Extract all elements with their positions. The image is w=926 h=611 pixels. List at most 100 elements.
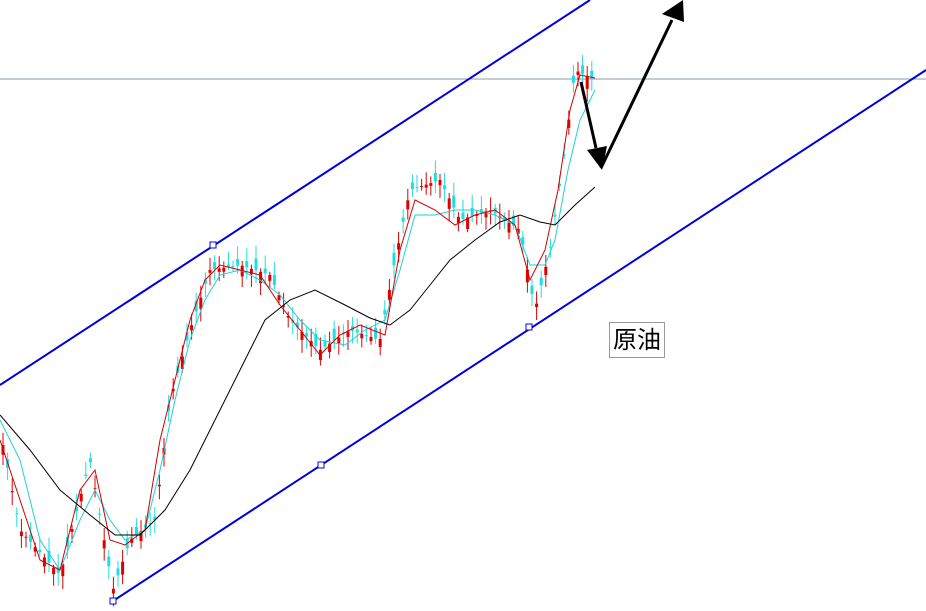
- candle-body: [295, 322, 299, 328]
- arrowhead: [662, 0, 684, 22]
- candle-body: [530, 285, 534, 294]
- candle-body: [52, 567, 56, 575]
- channel-upper: [0, 0, 591, 386]
- candle-body: [346, 331, 350, 338]
- candle-body: [130, 538, 134, 543]
- candle-body: [590, 70, 594, 79]
- candle-body: [88, 458, 92, 463]
- candle-body: [466, 217, 470, 230]
- candle-body: [245, 261, 249, 268]
- candle-body: [300, 332, 304, 340]
- candle-body: [447, 198, 451, 209]
- candle-body: [525, 269, 529, 283]
- candle-body: [355, 329, 359, 333]
- candle-body: [364, 335, 368, 337]
- candle-body: [553, 214, 557, 217]
- candle-body: [410, 182, 414, 190]
- candle-body: [438, 180, 442, 186]
- candle-body: [286, 315, 290, 318]
- ma-mid: [0, 74, 596, 571]
- candle-body: [392, 252, 396, 266]
- candle-body: [305, 333, 309, 337]
- candle-body: [24, 536, 28, 538]
- candle-body: [231, 266, 235, 268]
- candle-body: [585, 76, 589, 89]
- ma-fast: [0, 89, 596, 572]
- candle-body: [337, 337, 341, 344]
- candle-body: [107, 556, 111, 567]
- candle-body: [134, 527, 138, 535]
- candle-body: [277, 295, 281, 301]
- candle-body: [47, 550, 51, 563]
- candle-body: [19, 531, 23, 537]
- candle-body: [328, 343, 332, 352]
- candle-body: [249, 268, 253, 275]
- candle-body: [70, 529, 74, 532]
- candle-body: [190, 325, 194, 331]
- candle-body: [79, 493, 83, 502]
- candle-body: [507, 222, 511, 233]
- candle-body: [383, 309, 387, 315]
- candle-body: [544, 266, 548, 276]
- anchor-point[interactable]: [109, 597, 117, 605]
- candle-body: [75, 506, 79, 512]
- candle-body: [571, 75, 575, 83]
- candle-body: [397, 243, 401, 250]
- candle-body: [406, 200, 410, 210]
- candle-body: [567, 119, 571, 128]
- candle-body: [84, 474, 88, 477]
- candle-body: [121, 561, 125, 575]
- candle-body: [93, 488, 97, 490]
- candle-body: [415, 186, 419, 188]
- candle-body: [420, 186, 424, 188]
- candle-body: [56, 566, 60, 573]
- candle-body: [203, 279, 207, 284]
- candle-body: [433, 172, 437, 182]
- candle-body: [61, 564, 65, 577]
- candle-body: [268, 274, 272, 281]
- candle-body: [222, 267, 226, 272]
- candle-body: [171, 388, 175, 392]
- candle-body: [332, 328, 336, 341]
- annotation-label: 原油: [609, 322, 665, 358]
- candle-body: [360, 333, 364, 339]
- candle-body: [576, 71, 580, 75]
- candle-body: [116, 568, 120, 576]
- candle-body: [153, 516, 157, 521]
- candle-body: [180, 356, 184, 370]
- candle-body: [314, 333, 318, 346]
- candle-body: [157, 484, 161, 487]
- candle-body: [429, 183, 433, 186]
- candle-body: [282, 305, 286, 307]
- ma-slow: [0, 186, 596, 536]
- candle-body: [236, 259, 240, 266]
- anchor-point[interactable]: [209, 241, 217, 249]
- candle-body: [470, 207, 474, 216]
- candle-body: [139, 531, 143, 542]
- candle-body: [401, 217, 405, 222]
- candle-body: [424, 184, 428, 188]
- channel-lower: [112, 69, 926, 602]
- candle-body: [148, 523, 152, 525]
- candle-body: [456, 216, 460, 223]
- candle-body: [167, 404, 171, 412]
- candle-body: [323, 341, 327, 347]
- candle-body: [102, 540, 106, 549]
- candle-body: [259, 271, 263, 284]
- candle-body: [194, 301, 198, 312]
- candle-body: [443, 185, 447, 190]
- arrow-down: [579, 81, 598, 149]
- candle-body: [217, 268, 221, 272]
- candle-body: [475, 214, 479, 216]
- anchor-point[interactable]: [317, 461, 325, 469]
- arrowhead: [587, 146, 607, 170]
- candle-body: [185, 332, 189, 341]
- anchor-point[interactable]: [525, 323, 533, 331]
- candle-body: [378, 338, 382, 348]
- candle-body: [254, 258, 258, 271]
- candle-body: [562, 154, 566, 156]
- candle-body: [33, 547, 37, 552]
- candle-body: [479, 209, 483, 213]
- candle-body: [15, 513, 19, 515]
